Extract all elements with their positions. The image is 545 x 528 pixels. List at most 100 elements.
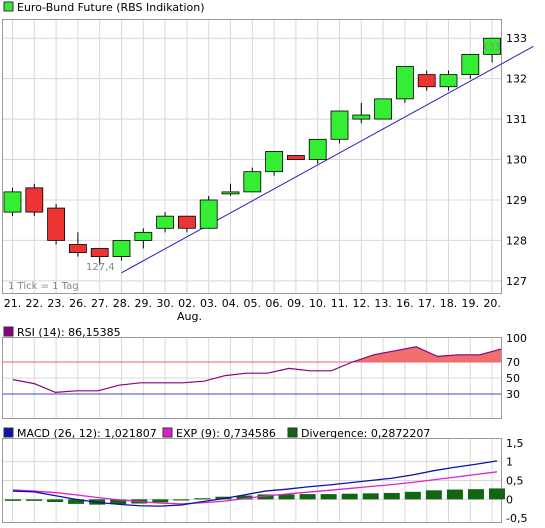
macd-legend-label: MACD (26, 12): 1,021807: [17, 427, 157, 440]
rsi-label: RSI (14): 86,15385: [17, 326, 121, 339]
x-tick-label: 16.: [396, 297, 414, 310]
x-tick-label: 10.: [309, 297, 327, 310]
x-tick-label: 29.: [135, 297, 153, 310]
candle-up: [439, 74, 458, 88]
macd-y-axis: -0,5 0 0,5 1 1,5: [506, 437, 527, 525]
divergence-bar: [236, 495, 253, 500]
candle-up: [3, 191, 22, 213]
divergence-bar: [152, 499, 169, 503]
candle-down: [177, 215, 196, 229]
price-y-tick: 132: [506, 73, 527, 86]
x-tick-label: 13.: [374, 297, 392, 310]
rsi-overbought-fill: [352, 346, 501, 362]
divergence-bar: [68, 499, 85, 504]
candle-up: [461, 53, 480, 75]
x-tick-label: 03.: [200, 297, 218, 310]
high-annotation: 133: [482, 42, 501, 53]
macd-line: [12, 460, 498, 507]
divergence-bar: [362, 493, 379, 500]
macd-y-tick: 0,5: [506, 475, 524, 488]
x-tick-label: 27.: [91, 297, 109, 310]
candle-down: [47, 207, 65, 241]
divergence-legend-label: Divergence: 0,2872207: [301, 427, 430, 440]
month-label: Aug.: [177, 310, 202, 323]
price-y-tick: 128: [506, 234, 527, 247]
exp-legend-label: EXP (9): 0,734586: [176, 427, 276, 440]
candle-down: [25, 187, 44, 213]
price-y-tick: 131: [506, 113, 527, 126]
x-tick-label: 05.: [244, 297, 262, 310]
x-tick-label: 04.: [222, 297, 240, 310]
price-y-tick: 133: [506, 32, 527, 45]
x-tick-label: 21.: [4, 297, 22, 310]
macd-panel: MACD (26, 12): 1,021807 EXP (9): 0,73458…: [2, 427, 527, 525]
candle-up: [243, 171, 262, 193]
candle-down: [69, 244, 87, 253]
price-panel: 127 128 129 130 131 132 133 21. 22. 23. 26. 27. 28.…: [2, 1, 534, 323]
price-x-axis: 21. 22. 23. 26. 27. 28. 29. 30. 02. 03. 04. 05. 06. 0…: [4, 297, 501, 310]
x-tick-label: 09.: [287, 297, 305, 310]
tick-note: 1 Tick = 1 Tag: [8, 281, 79, 292]
candles: [3, 37, 502, 265]
price-title: Euro-Bund Future (RBS Indikation): [17, 1, 205, 14]
x-tick-label: 12.: [353, 297, 371, 310]
x-tick-label: 02.: [178, 297, 196, 310]
price-y-axis: 127 128 129 130 131 132 133: [506, 32, 527, 288]
rsi-y-tick: 30: [506, 388, 520, 401]
macd-y-tick: 0: [506, 493, 513, 506]
candle-up: [112, 240, 131, 258]
divergence-bar: [489, 488, 505, 500]
divergence-bar: [446, 489, 463, 500]
candle-up: [156, 215, 175, 229]
trendline: [121, 45, 534, 274]
rsi-y-axis: 30 50 70 100: [506, 332, 527, 401]
rsi-y-tick: 50: [506, 372, 520, 385]
divergence-bar: [194, 498, 211, 500]
rsi-y-tick: 70: [506, 356, 520, 369]
candle-up: [352, 114, 371, 120]
candle-down: [417, 74, 436, 88]
candle-up: [308, 138, 327, 160]
divergence-legend-swatch: [287, 427, 298, 438]
x-tick-label: 22.: [26, 297, 44, 310]
rsi-y-tick: 100: [506, 332, 527, 345]
candle-up: [134, 231, 153, 241]
x-tick-label: 18.: [440, 297, 458, 310]
divergence-bar: [26, 499, 43, 501]
candle-up: [395, 66, 414, 100]
candle-up: [374, 98, 393, 120]
x-tick-label: 30.: [156, 297, 174, 310]
macd-legend-swatch: [3, 427, 14, 438]
macd-y-tick: -0,5: [506, 512, 527, 525]
rsi-legend-swatch: [3, 326, 14, 337]
price-y-tick: 130: [506, 154, 527, 167]
price-y-tick: 129: [506, 194, 527, 207]
macd-y-tick: 1: [506, 456, 513, 469]
rsi-panel: RSI (14): 86,15385 30 50 70 100: [2, 326, 527, 419]
x-tick-label: 11.: [331, 297, 349, 310]
x-tick-label: 23.: [47, 297, 65, 310]
exp-signal-line: [12, 471, 498, 505]
rsi-line: [12, 346, 502, 394]
macd-y-tick: 1,5: [506, 437, 524, 450]
divergence-bar: [320, 494, 337, 500]
candle-up: [330, 110, 349, 140]
x-tick-label: 17.: [418, 297, 436, 310]
divergence-bar: [383, 492, 400, 500]
candle-up: [265, 151, 284, 173]
x-tick-label: 26.: [69, 297, 87, 310]
x-tick-label: 20.: [483, 297, 501, 310]
candle-up: [199, 199, 218, 229]
divergence-bar: [257, 494, 274, 500]
divergence-bar: [278, 494, 295, 500]
divergence-bar: [425, 490, 442, 500]
divergence-bar: [5, 499, 21, 501]
candle-up: [483, 37, 502, 55]
divergence-bar: [341, 493, 358, 500]
divergence-bar: [404, 491, 421, 500]
divergence-bar: [467, 489, 484, 500]
price-legend-swatch: [3, 1, 14, 12]
rsi-grid: [3, 338, 501, 418]
low-annotation: 127,4: [86, 262, 115, 273]
